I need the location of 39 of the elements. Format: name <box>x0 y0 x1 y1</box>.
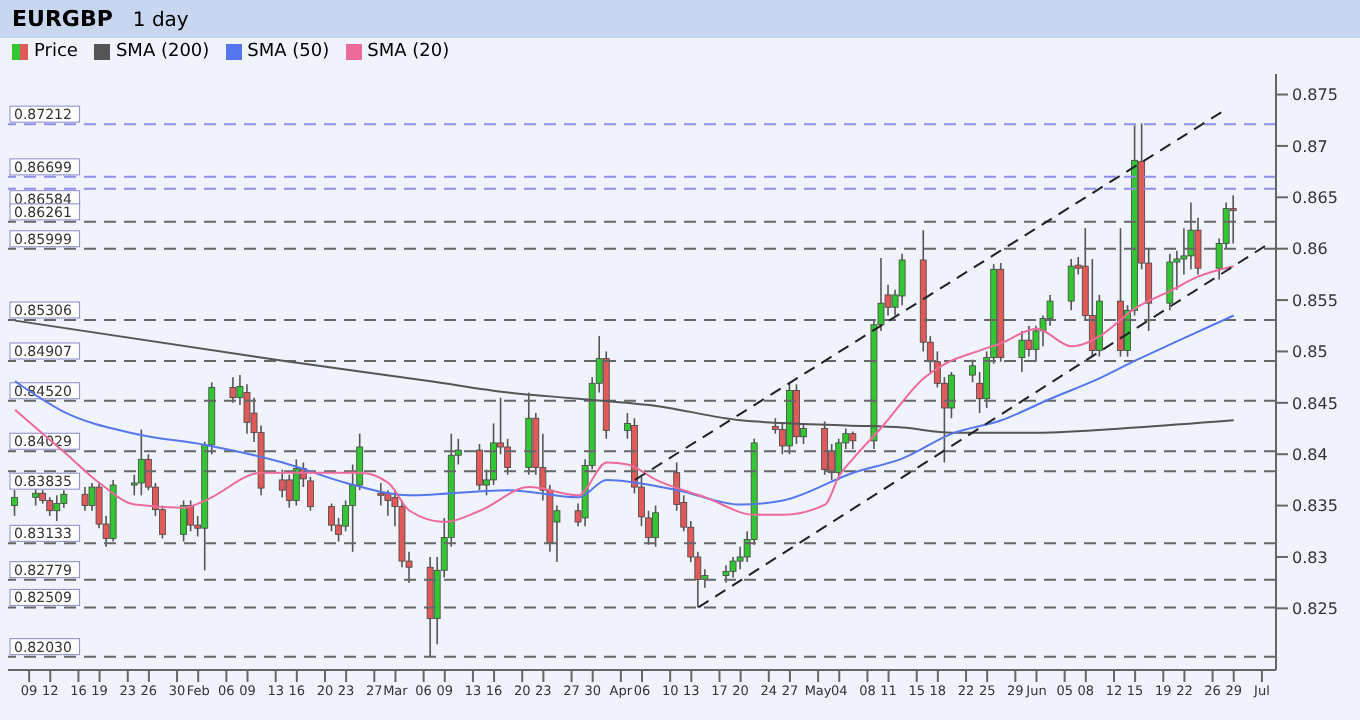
candlestick <box>46 496 54 517</box>
y-tick-label: 0.83 <box>1292 548 1328 567</box>
legend-label: SMA (200) <box>115 42 210 62</box>
candlestick <box>285 473 293 509</box>
y-tick-label: 0.845 <box>1292 394 1338 413</box>
candlestick <box>292 458 300 507</box>
candlestick <box>137 428 145 497</box>
candlestick <box>243 383 251 435</box>
legend-label: SMA (20) <box>367 42 450 62</box>
candlestick <box>1025 324 1033 358</box>
legend-label: SMA (50) <box>247 42 330 62</box>
candlestick <box>1229 194 1237 245</box>
candlestick <box>187 499 195 533</box>
legend-label: Price <box>34 42 78 62</box>
y-tick-label: 0.855 <box>1292 291 1338 310</box>
candlestick <box>278 468 286 499</box>
candlestick <box>1018 330 1026 373</box>
candlestick <box>229 376 237 404</box>
candlestick <box>1187 201 1195 271</box>
y-tick-label: 0.825 <box>1292 600 1338 619</box>
y-tick-label: 0.875 <box>1292 86 1338 105</box>
y-tick-label: 0.85 <box>1292 343 1328 362</box>
y-tick-label: 0.86 <box>1292 240 1328 259</box>
candlestick <box>652 504 659 548</box>
y-tick-label: 0.84 <box>1292 445 1328 464</box>
candlestick <box>180 499 187 543</box>
y-tick-label: 0.87 <box>1292 137 1328 156</box>
candlestick <box>53 494 61 522</box>
candlestick <box>898 253 906 307</box>
chart-subtitle: 1 day <box>132 10 189 32</box>
chart-title: EURGBP <box>12 6 113 32</box>
y-tick-label: 0.835 <box>1292 497 1338 516</box>
candlestick <box>11 489 18 517</box>
candlestick <box>81 486 89 512</box>
candlestick <box>1166 253 1174 312</box>
candlestick <box>377 482 385 507</box>
y-tick-label: 0.865 <box>1292 188 1338 207</box>
candlestick <box>835 437 843 481</box>
candlestick <box>1067 258 1075 312</box>
